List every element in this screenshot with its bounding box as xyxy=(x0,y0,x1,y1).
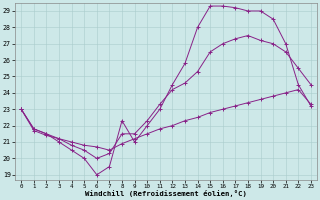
X-axis label: Windchill (Refroidissement éolien,°C): Windchill (Refroidissement éolien,°C) xyxy=(85,190,247,197)
